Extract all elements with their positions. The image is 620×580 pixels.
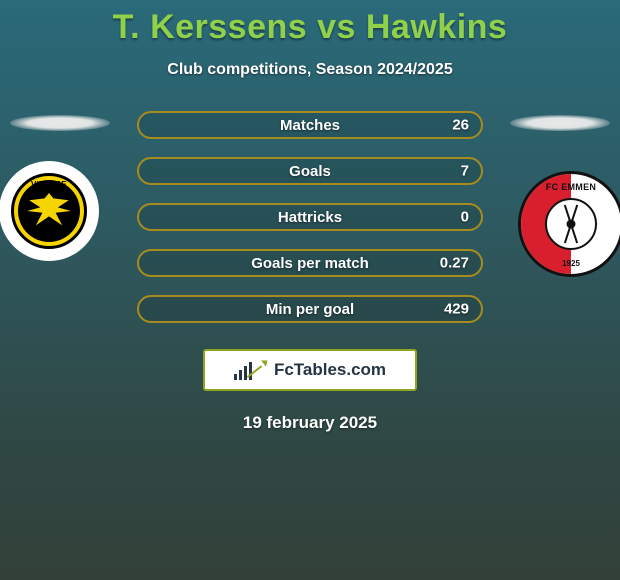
eagle-icon — [27, 193, 71, 229]
right-team-year: 1925 — [521, 259, 620, 268]
page-subtitle: Club competitions, Season 2024/2025 — [0, 61, 620, 79]
stats-list: Matches 26 Goals 7 Hattricks 0 Goals per… — [137, 111, 483, 323]
left-team-badge: VITESSE — [0, 161, 99, 261]
page-title: T. Kerssens vs Hawkins — [0, 0, 620, 47]
date-label: 19 february 2025 — [0, 413, 620, 433]
stat-value: 429 — [444, 301, 469, 318]
comparison-content: VITESSE FC EMMEN 1925 Matches 26 Goals 7… — [0, 111, 620, 433]
brand-text: FcTables.com — [274, 360, 386, 380]
stat-row: Hattricks 0 — [137, 203, 483, 231]
stat-label: Goals — [289, 163, 331, 180]
trend-arrow-icon — [248, 360, 268, 380]
left-team-column: VITESSE — [0, 111, 120, 261]
right-team-column: FC EMMEN 1925 — [500, 111, 620, 277]
stat-row: Min per goal 429 — [137, 295, 483, 323]
stat-row: Goals 7 — [137, 157, 483, 185]
stat-label: Matches — [280, 117, 340, 134]
right-team-label: FC EMMEN — [521, 182, 620, 192]
right-team-badge: FC EMMEN 1925 — [518, 171, 620, 277]
stat-label: Hattricks — [278, 209, 342, 226]
left-team-label: VITESSE — [14, 180, 84, 189]
right-shadow-ellipse — [510, 115, 610, 131]
football-icon — [545, 198, 597, 250]
stat-value: 26 — [452, 117, 469, 134]
stat-value: 0 — [461, 209, 469, 226]
left-shadow-ellipse — [10, 115, 110, 131]
stat-value: 0.27 — [440, 255, 469, 272]
stat-label: Goals per match — [251, 255, 369, 272]
stat-value: 7 — [461, 163, 469, 180]
stat-row: Matches 26 — [137, 111, 483, 139]
brand-box: FcTables.com — [203, 349, 417, 391]
stat-label: Min per goal — [266, 301, 354, 318]
stat-row: Goals per match 0.27 — [137, 249, 483, 277]
